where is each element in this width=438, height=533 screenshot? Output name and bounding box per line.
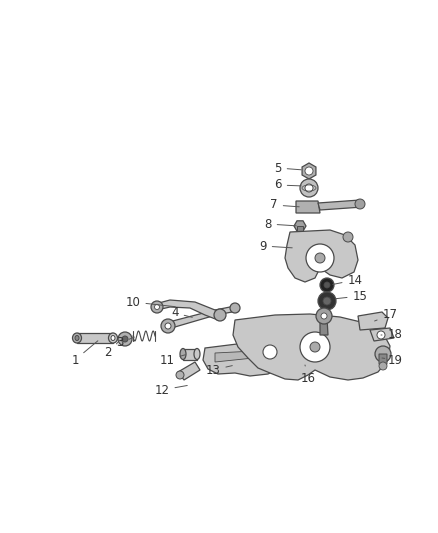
Ellipse shape: [111, 335, 115, 341]
Circle shape: [343, 232, 353, 242]
Polygon shape: [296, 201, 320, 213]
Text: 15: 15: [336, 289, 367, 303]
Polygon shape: [183, 349, 197, 360]
Polygon shape: [297, 226, 303, 240]
Text: 10: 10: [126, 295, 175, 309]
Circle shape: [305, 184, 313, 192]
Text: 7: 7: [270, 198, 299, 212]
Circle shape: [324, 282, 330, 288]
Circle shape: [306, 244, 334, 272]
Ellipse shape: [180, 349, 186, 359]
Circle shape: [300, 179, 318, 197]
Polygon shape: [294, 221, 306, 231]
Text: 6: 6: [274, 179, 301, 191]
Polygon shape: [370, 328, 394, 341]
Circle shape: [315, 253, 325, 263]
Circle shape: [316, 308, 332, 324]
Text: 8: 8: [264, 217, 296, 230]
Circle shape: [379, 362, 387, 370]
Polygon shape: [165, 305, 237, 329]
Ellipse shape: [194, 349, 200, 359]
Polygon shape: [302, 163, 316, 179]
Circle shape: [321, 313, 327, 319]
Circle shape: [320, 278, 334, 292]
Polygon shape: [285, 230, 358, 282]
Polygon shape: [77, 333, 113, 343]
Circle shape: [355, 199, 365, 209]
Text: 11: 11: [159, 353, 185, 367]
Text: 2: 2: [104, 342, 118, 359]
Circle shape: [318, 292, 336, 310]
Text: 13: 13: [205, 364, 232, 376]
Ellipse shape: [73, 333, 81, 343]
Circle shape: [151, 301, 163, 313]
Polygon shape: [318, 200, 363, 210]
Polygon shape: [203, 343, 282, 376]
Text: 4: 4: [171, 306, 192, 319]
Circle shape: [176, 371, 184, 379]
Text: 19: 19: [382, 353, 403, 367]
Text: 1: 1: [71, 341, 98, 367]
Polygon shape: [215, 351, 263, 362]
Ellipse shape: [75, 335, 79, 341]
Polygon shape: [155, 300, 222, 320]
Polygon shape: [233, 314, 390, 380]
Circle shape: [118, 332, 132, 346]
Circle shape: [230, 303, 240, 313]
Circle shape: [263, 345, 277, 359]
Ellipse shape: [109, 333, 117, 343]
Polygon shape: [178, 362, 200, 380]
Text: 3: 3: [117, 336, 134, 350]
Circle shape: [377, 331, 385, 339]
Polygon shape: [379, 354, 387, 366]
Text: 16: 16: [300, 365, 315, 384]
Text: 12: 12: [155, 384, 187, 397]
Polygon shape: [320, 318, 328, 335]
Polygon shape: [358, 312, 388, 330]
Circle shape: [161, 319, 175, 333]
Circle shape: [165, 323, 171, 329]
Text: 9: 9: [259, 239, 292, 253]
Text: 5: 5: [274, 161, 301, 174]
Circle shape: [122, 336, 128, 342]
Text: 14: 14: [333, 273, 363, 287]
Circle shape: [310, 342, 320, 352]
Text: 18: 18: [381, 328, 403, 342]
Circle shape: [375, 346, 391, 362]
Circle shape: [305, 167, 313, 175]
Circle shape: [155, 304, 159, 310]
Circle shape: [214, 309, 226, 321]
Circle shape: [300, 332, 330, 362]
Circle shape: [323, 297, 331, 305]
Text: 17: 17: [374, 309, 398, 321]
